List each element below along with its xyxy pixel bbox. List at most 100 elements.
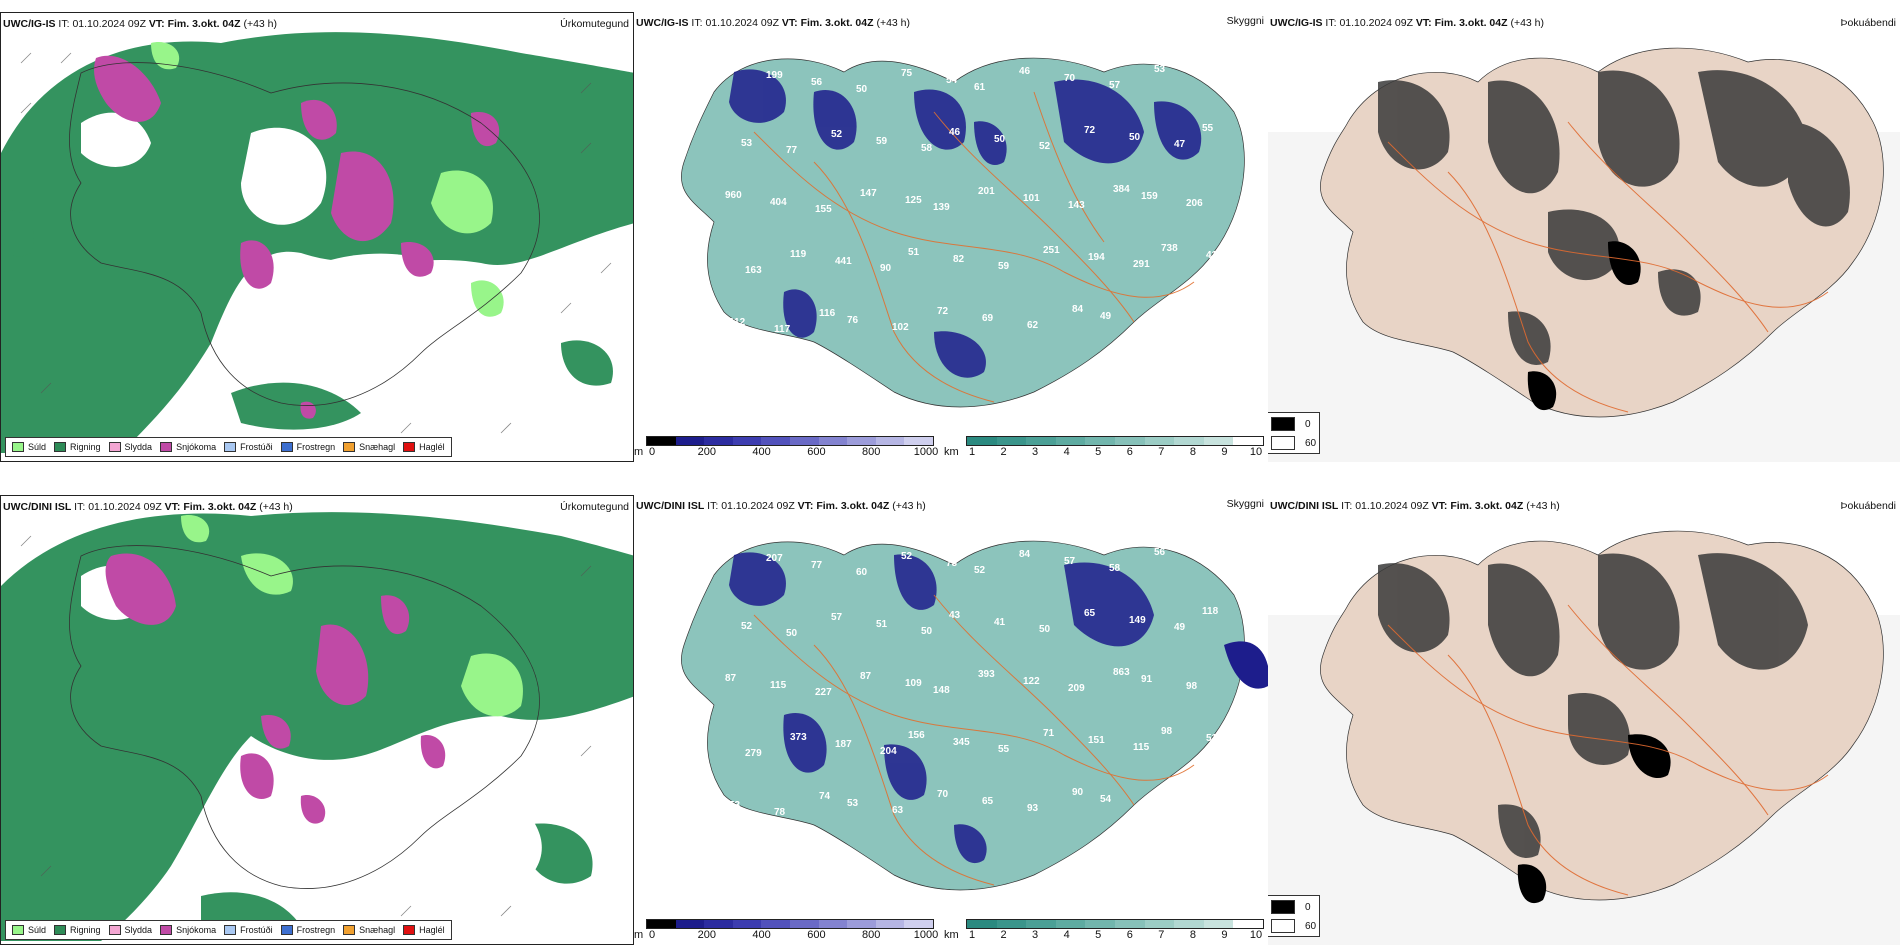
legend-swatch bbox=[108, 442, 121, 452]
fog-legend-swatch bbox=[1271, 919, 1295, 933]
colorbar-tick: 400 bbox=[752, 929, 771, 941]
visibility-value-label: 84 bbox=[1072, 304, 1084, 315]
visibility-panel-dini: 123 207 77 60 52 73 52 84 57 58 56 45 52 50 57 51 50 43 41… bbox=[634, 495, 1270, 945]
vt-value: Fim. 3.okt. 04Z bbox=[1434, 17, 1508, 29]
legend-item: Snæhagl bbox=[343, 925, 395, 935]
visibility-value-label: 384 bbox=[1113, 184, 1130, 195]
colorbar-step bbox=[1114, 920, 1145, 928]
colorbar-tick: 5 bbox=[1095, 929, 1102, 941]
legend-label: Slydda bbox=[124, 442, 153, 452]
visibility-value-label: 251 bbox=[1043, 245, 1060, 256]
legend-swatch bbox=[108, 925, 121, 935]
colorbar-tick: 3 bbox=[1032, 929, 1039, 941]
fog-legend-label: 60 bbox=[1305, 920, 1317, 932]
colorbar-step bbox=[789, 437, 819, 445]
visibility-value-label: 46 bbox=[949, 127, 961, 138]
legend-label: Frostúði bbox=[240, 442, 273, 452]
it-label: IT: bbox=[691, 17, 703, 29]
visibility-value-label: 115 bbox=[770, 680, 787, 691]
vt-label: VT: bbox=[1415, 17, 1432, 29]
visibility-value-label: 70 bbox=[937, 789, 949, 800]
colorbar-step bbox=[996, 437, 1027, 445]
legend-item: Snjókoma bbox=[160, 442, 216, 452]
legend-label: Snjókoma bbox=[176, 925, 217, 935]
visibility-value-label: 125 bbox=[905, 195, 922, 206]
it-label: IT: bbox=[1341, 500, 1353, 512]
visibility-value-label: 149 bbox=[1129, 615, 1146, 626]
precip-type-legend: Súld Rigning Slydda Snjókoma Frostúði Frostre… bbox=[5, 437, 452, 457]
visibility-value-label: 156 bbox=[908, 730, 925, 741]
fog-index-panel-ig: UWC/IG-IS IT: 01.10.2024 09Z VT: Fim. 3.… bbox=[1268, 12, 1900, 462]
elevation-colorbar: m 0 200 400 600 800 1000 bbox=[634, 919, 938, 943]
colorbar-step bbox=[904, 437, 933, 445]
visibility-value-label: 98 bbox=[1161, 726, 1173, 737]
colorbar-tick: 600 bbox=[807, 446, 826, 458]
colorbar-tick: 3 bbox=[1032, 446, 1039, 458]
visibility-value-label: 46 bbox=[1019, 66, 1031, 77]
visibility-value-label: 57 bbox=[1109, 80, 1121, 91]
visibility-value-label: 91 bbox=[1141, 674, 1153, 685]
colorbar-step bbox=[1055, 437, 1086, 445]
colorbar-tick: 7 bbox=[1158, 446, 1165, 458]
visibility-value-label: 49 bbox=[1100, 311, 1112, 322]
panel-label: Skyggni bbox=[1226, 498, 1264, 510]
panel-header: UWC/DINI ISL IT: 01.10.2024 09Z VT: Fim.… bbox=[1270, 498, 1896, 514]
visibility-value-label: 52 bbox=[741, 621, 753, 632]
visibility-value-label: 53 bbox=[741, 138, 753, 149]
vt-label: VT: bbox=[164, 501, 181, 513]
visibility-panel-ig: 162 199 56 50 75 54 61 46 70 57 53 53 53 77 52 59 58 46 50… bbox=[634, 12, 1270, 462]
it-value: 01.10.2024 09Z bbox=[721, 500, 795, 512]
legend-swatch bbox=[280, 925, 293, 935]
visibility-value-label: 43 bbox=[949, 610, 961, 621]
lead-time: (+43 h) bbox=[1526, 500, 1560, 512]
visibility-value-label: 76 bbox=[847, 315, 859, 326]
visibility-value-label: 151 bbox=[1088, 735, 1105, 746]
visibility-map: 1621995650755461467057535353775259584650… bbox=[634, 12, 1270, 462]
visibility-value-label: 194 bbox=[1088, 252, 1105, 263]
fog-index-map bbox=[1268, 12, 1900, 462]
model-name: UWC/DINI ISL bbox=[3, 501, 72, 513]
colorbar-tick: 200 bbox=[697, 446, 716, 458]
legend-label: Haglél bbox=[419, 925, 445, 935]
visibility-value-label: 53 bbox=[1199, 71, 1211, 82]
colorbar-tick: 0 bbox=[648, 446, 656, 458]
fog-legend-swatch bbox=[1271, 436, 1295, 450]
visibility-value-label: 52 bbox=[901, 551, 913, 562]
visibility-value-label: 59 bbox=[998, 261, 1010, 272]
visibility-value-label: 863 bbox=[1113, 667, 1130, 678]
visibility-value-label: 58 bbox=[1109, 563, 1121, 574]
colorbar-tick: 8 bbox=[1189, 446, 1196, 458]
visibility-value-label: 51 bbox=[1206, 733, 1218, 744]
legend-swatch bbox=[160, 442, 173, 452]
model-name: UWC/IG-IS bbox=[3, 18, 56, 30]
fog-legend-item: 60 bbox=[1271, 436, 1316, 450]
panel-header: UWC/IG-IS IT: 01.10.2024 09Z VT: Fim. 3.… bbox=[3, 16, 629, 32]
fog-index-map bbox=[1268, 495, 1900, 945]
visibility-value-label: 119 bbox=[790, 249, 807, 260]
visibility-value-label: 41 bbox=[994, 617, 1006, 628]
colorbar-step bbox=[1144, 437, 1175, 445]
visibility-value-label: 345 bbox=[953, 737, 970, 748]
colorbar-step bbox=[1203, 437, 1234, 445]
legend-item: Frostregn bbox=[280, 442, 335, 452]
visibility-value-label: 960 bbox=[725, 190, 742, 201]
colorbar-step bbox=[647, 437, 676, 445]
colorbar-step bbox=[1114, 437, 1145, 445]
legend-swatch bbox=[12, 442, 24, 452]
visibility-value-label: 53 bbox=[1154, 64, 1166, 75]
visibility-value-label: 71 bbox=[1043, 728, 1055, 739]
visibility-value-label: 51 bbox=[876, 619, 888, 630]
visibility-value-label: 441 bbox=[835, 256, 852, 267]
legend-item: Frostúði bbox=[224, 442, 273, 452]
colorbar-step bbox=[875, 437, 905, 445]
panel-header: UWC/IG-IS IT: 01.10.2024 09Z VT: Fim. 3.… bbox=[636, 15, 1266, 31]
visibility-value-label: 77 bbox=[811, 560, 823, 571]
precip-type-legend: Súld Rigning Slydda Snjókoma Frostúði Frostre… bbox=[5, 920, 452, 940]
visibility-value-label: 56 bbox=[811, 77, 823, 88]
panel-header: UWC/DINI ISL IT: 01.10.2024 09Z VT: Fim.… bbox=[3, 499, 629, 515]
visibility-value-label: 52 bbox=[1039, 141, 1051, 152]
panel-label: Skyggni bbox=[1226, 15, 1264, 27]
visibility-value-label: 59 bbox=[876, 136, 888, 147]
visibility-value-label: 90 bbox=[1072, 787, 1084, 798]
legend-swatch bbox=[280, 442, 293, 452]
